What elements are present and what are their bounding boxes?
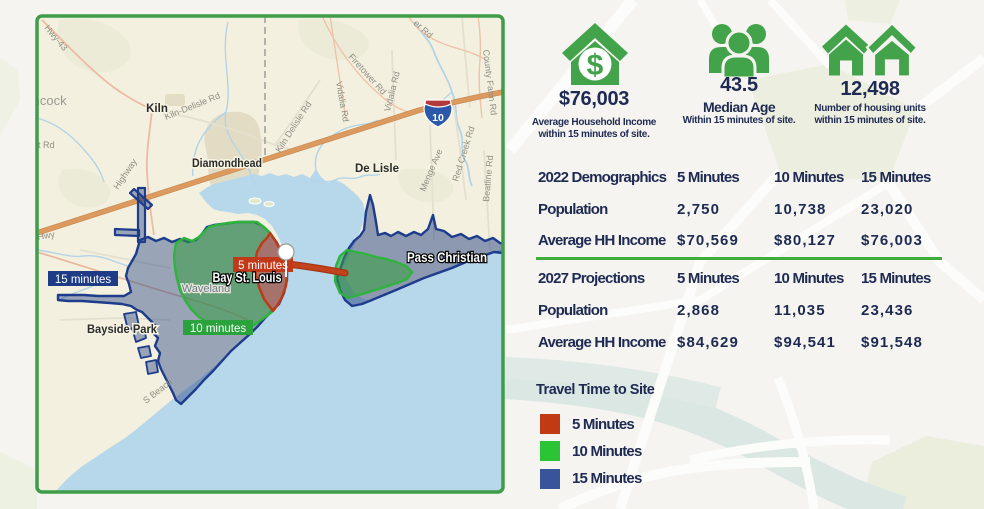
svg-text:Hwy: Hwy [37,229,56,242]
svg-text:15 minutes: 15 minutes [55,274,112,286]
svg-text:5 minutes: 5 minutes [238,260,288,272]
svg-text:Diamondhead: Diamondhead [192,156,262,170]
svg-text:Bay St. Louis: Bay St. Louis [213,270,282,285]
svg-text:Waveland: Waveland [182,283,231,295]
svg-text:Beatline Rd: Beatline Rd [481,155,495,202]
svg-text:t Rd: t Rd [38,140,55,150]
svg-text:De Lisle: De Lisle [355,161,399,175]
svg-text:Pass Christian: Pass Christian [407,250,487,265]
svg-text:$: $ [587,49,604,82]
svg-text:10: 10 [432,112,444,124]
svg-text:Bayside Park: Bayside Park [87,324,158,336]
svg-text:Hancock: Hancock [16,93,67,108]
svg-text:10 minutes: 10 minutes [190,323,247,335]
svg-text:Kiln: Kiln [146,103,168,115]
